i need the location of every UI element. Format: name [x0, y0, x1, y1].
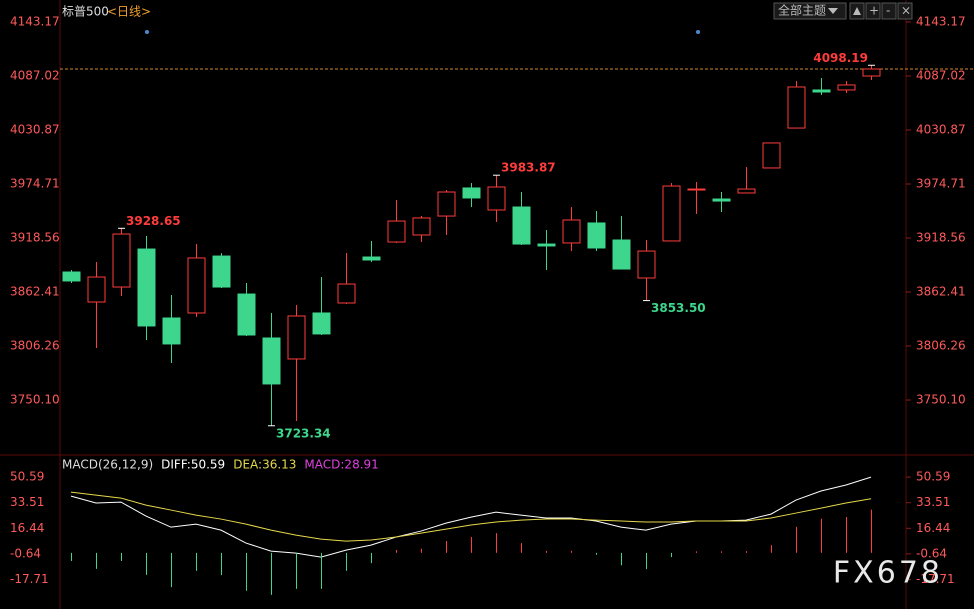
y-tick-label-right: 4030.87	[916, 123, 966, 137]
candle-body	[112, 233, 131, 288]
candle-body	[412, 217, 431, 236]
candle-body	[612, 239, 631, 270]
y-tick-label-right: 3918.56	[916, 231, 966, 245]
y-tick-label-left: 4087.02	[10, 69, 60, 83]
candle-body	[787, 86, 806, 129]
y-tick-label-left: 3974.71	[10, 177, 60, 191]
candle-body	[187, 257, 206, 314]
theme-label: 全部主题	[778, 3, 826, 18]
candle-body	[862, 68, 881, 77]
y-tick-label-right: 16.44	[916, 521, 950, 535]
close-icon: ×	[901, 4, 911, 18]
candle-body	[262, 337, 281, 385]
y-tick-label-right: 33.51	[916, 495, 950, 509]
candle-body	[437, 191, 456, 217]
candle-body	[362, 256, 381, 261]
event-dot	[696, 30, 700, 34]
low-label: 3723.34	[276, 426, 331, 440]
candle-body	[587, 222, 606, 249]
y-tick-label-right: -0.64	[916, 546, 947, 560]
candle-body	[512, 206, 531, 245]
legend-entry: DIFF:50.59	[161, 458, 225, 472]
high-label: 3983.87	[501, 161, 556, 175]
candle-body	[162, 317, 181, 345]
legend-entry: MACD(26,12,9)	[62, 458, 153, 472]
low-label: 3853.50	[651, 301, 706, 315]
zoom-icon: +	[869, 4, 879, 18]
y-tick-label-right: 50.59	[916, 470, 950, 484]
candle-body	[812, 89, 831, 93]
y-tick-label-right: 4143.17	[916, 15, 966, 29]
y-tick-label-left: 3862.41	[10, 285, 60, 299]
y-tick-label-right: -17.71	[916, 572, 955, 586]
candle-body	[712, 198, 731, 202]
dropdown-arrow	[828, 8, 838, 14]
y-tick-label-left: 50.59	[10, 470, 44, 484]
zoom-out-icon: -	[886, 4, 890, 18]
candle-body	[462, 187, 481, 199]
indicator-line	[70, 476, 872, 558]
y-tick-label-left: 3918.56	[10, 231, 60, 245]
candle-body	[137, 248, 156, 327]
candle-body	[212, 255, 231, 288]
y-tick-label-left: 16.44	[10, 521, 44, 535]
candle-body	[662, 185, 681, 242]
candle-body	[837, 84, 856, 91]
y-tick-label-right: 3974.71	[916, 177, 966, 191]
y-tick-label-left: 3806.26	[10, 339, 60, 353]
y-tick-label-right: 3862.41	[916, 285, 966, 299]
y-tick-label-left: -17.71	[10, 572, 49, 586]
candle-body	[312, 312, 331, 335]
legend-entry: MACD:28.91	[304, 458, 378, 472]
zoom-button[interactable]	[865, 2, 881, 20]
y-tick-label-right: 4087.02	[916, 69, 966, 83]
candle-body	[237, 293, 256, 336]
y-tick-label-left: 4030.87	[10, 123, 60, 137]
candle-body	[487, 186, 506, 211]
high-label: 3928.65	[126, 214, 181, 228]
candle-body	[387, 220, 406, 243]
candle-body	[287, 315, 306, 360]
close-button[interactable]	[897, 2, 913, 20]
y-tick-label-left: 4143.17	[10, 15, 60, 29]
watermark: FX678	[833, 556, 943, 591]
high-label: 4098.19	[813, 51, 868, 65]
candle-body	[637, 250, 656, 279]
legend-entry: DEA:36.13	[233, 458, 296, 472]
event-dot	[145, 30, 149, 34]
candle-body	[562, 219, 581, 244]
up-icon	[853, 7, 861, 15]
y-tick-label-right: 3806.26	[916, 339, 966, 353]
zoom-out-button[interactable]	[881, 2, 897, 20]
y-tick-label-left: 3750.10	[10, 393, 60, 407]
y-tick-label-right: 3750.10	[916, 393, 966, 407]
candle-body	[762, 142, 781, 169]
y-tick-label-left: -0.64	[10, 546, 41, 560]
candle-body	[687, 188, 706, 191]
period[interactable]: <日线>	[107, 5, 151, 19]
symbol: 标普500	[62, 5, 109, 19]
candle-body	[737, 188, 756, 194]
theme-dropdown[interactable]	[773, 2, 847, 20]
candle-body	[62, 271, 81, 282]
candle-body	[337, 283, 356, 304]
candle-body	[87, 276, 106, 303]
candle-body	[537, 243, 556, 247]
indicator-line	[70, 491, 872, 542]
y-tick-label-left: 33.51	[10, 495, 44, 509]
